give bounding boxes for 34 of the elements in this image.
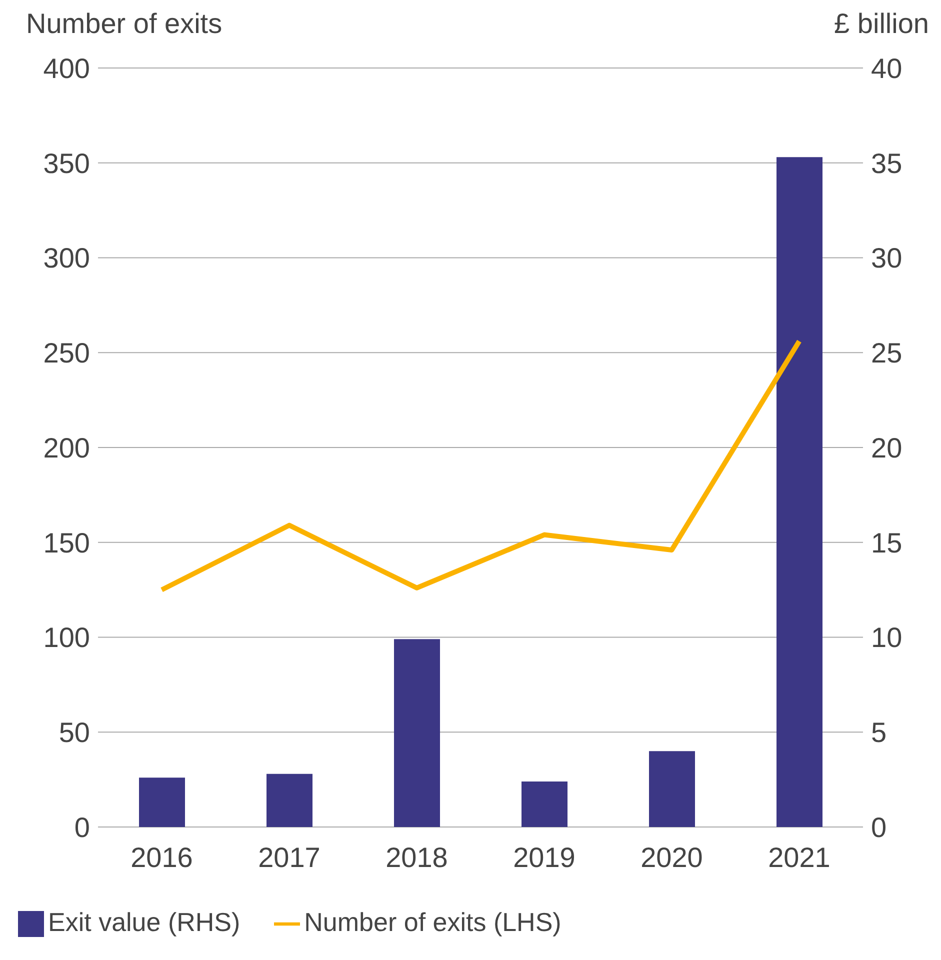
y-tick-label: 200 xyxy=(43,432,90,464)
bar xyxy=(266,774,312,827)
bar xyxy=(776,157,822,827)
y-tick-label: 50 xyxy=(58,717,90,748)
bar xyxy=(649,751,695,827)
y-tick-label: 400 xyxy=(43,52,90,84)
x-tick-label: 2016 xyxy=(130,842,193,873)
y2-tick-label: 20 xyxy=(871,432,902,464)
y2-tick-label: 10 xyxy=(871,622,902,654)
y-tick-label: 300 xyxy=(43,242,90,274)
y-tick-label: 100 xyxy=(43,622,90,654)
x-tick-label: 2020 xyxy=(640,842,703,873)
y2-tick-label: 25 xyxy=(871,338,902,369)
y2-tick-label: 35 xyxy=(871,148,902,179)
legend-label: Number of exits (LHS) xyxy=(304,907,562,937)
bar xyxy=(522,781,568,827)
bar xyxy=(139,778,185,827)
y-tick-label: 0 xyxy=(74,812,90,843)
y2-axis-title: £ billion xyxy=(834,8,929,41)
y2-tick-label: 5 xyxy=(871,717,887,748)
x-tick-label: 2019 xyxy=(513,842,576,873)
y-axis-title: Number of exits xyxy=(26,8,222,41)
x-tick-label: 2021 xyxy=(768,842,830,873)
y2-tick-label: 40 xyxy=(871,52,902,84)
x-tick-label: 2017 xyxy=(258,842,320,873)
y2-tick-label: 0 xyxy=(871,812,887,843)
y-tick-label: 150 xyxy=(43,527,90,558)
bar xyxy=(394,639,440,827)
x-tick-label: 2018 xyxy=(386,842,448,873)
legend-label: Exit value (RHS) xyxy=(48,907,240,937)
y-tick-label: 350 xyxy=(43,148,90,179)
y-tick-label: 250 xyxy=(43,338,90,369)
y2-tick-label: 30 xyxy=(871,242,902,274)
y2-tick-label: 15 xyxy=(871,527,902,558)
